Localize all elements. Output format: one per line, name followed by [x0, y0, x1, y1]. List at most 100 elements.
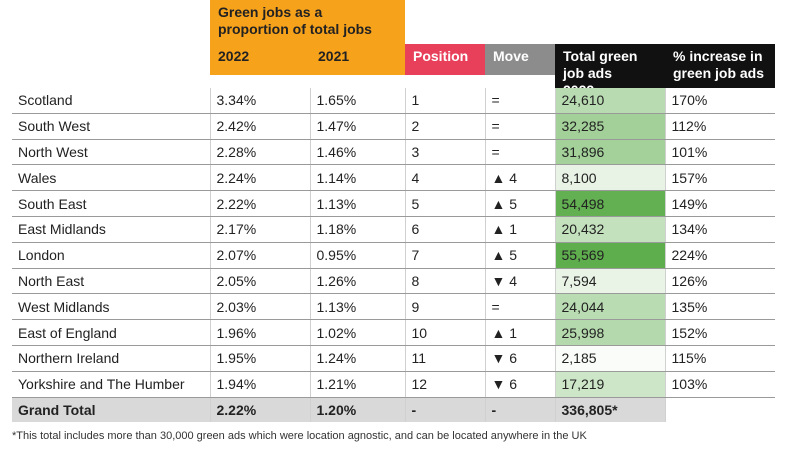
table-row: Wales 2.24% 1.14% 4 ▲ 4 8,100 157% [12, 164, 775, 192]
table-cell: = [484, 139, 555, 166]
table-cell: 1.65% [309, 88, 405, 114]
table-cell: 1.21% [309, 371, 405, 398]
table-cell: 152% [664, 319, 775, 346]
table-row: East Midlands 2.17% 1.18% 6 ▲ 1 20,432 134% [12, 216, 775, 243]
table-cell: 55,569 [554, 242, 665, 269]
table-cell: 1.13% [309, 293, 405, 321]
table-cell: 3 [404, 139, 485, 166]
table-cell: 20,432 [554, 216, 665, 243]
group-title: Green jobs as a proportion of total jobs [218, 4, 372, 37]
table-cell: 135% [664, 293, 775, 321]
table-cell: = [484, 113, 555, 140]
table-cell: 4 [404, 164, 485, 192]
table-cell: 1.94% [209, 371, 310, 398]
table-cell: ▼ 6 [484, 371, 555, 398]
table-cell: 6 [404, 216, 485, 243]
col-header: 2021 [318, 48, 350, 64]
table-cell: 2.42% [209, 113, 310, 140]
table-cell: 0.95% [309, 242, 405, 269]
table-cell: South West [12, 113, 210, 140]
table-cell: - [484, 397, 555, 423]
table-cell: ▼ 4 [484, 268, 555, 295]
table-cell: South East [12, 190, 210, 217]
table-cell: 1.13% [309, 190, 405, 217]
table-cell [664, 397, 775, 423]
table-cell: 24,044 [554, 293, 665, 321]
table-cell: West Midlands [12, 293, 210, 321]
table-cell: 2.22% [209, 190, 310, 217]
table-cell: 54,498 [554, 190, 665, 217]
table-cell: 2.07% [209, 242, 310, 269]
table-cell: 2.03% [209, 293, 310, 321]
table-cell: 24,610 [554, 88, 665, 114]
table-cell: Scotland [12, 88, 210, 114]
table-cell: 12 [404, 371, 485, 398]
table-cell: 17,219 [554, 371, 665, 398]
table-cell: ▲ 1 [484, 319, 555, 346]
table-cell: 126% [664, 268, 775, 295]
table-cell: 9 [404, 293, 485, 321]
table-cell: 115% [664, 345, 775, 372]
table-cell: 1 [404, 88, 485, 114]
col-header: Move [485, 44, 555, 75]
table-cell: 157% [664, 164, 775, 192]
table-cell: 170% [664, 88, 775, 114]
table-row: Grand Total 2.22% 1.20% - -336,805* [12, 397, 775, 423]
table-cell: ▲ 5 [484, 190, 555, 217]
table-cell: 149% [664, 190, 775, 217]
table-cell: 3.34% [209, 88, 310, 114]
table-cell: 103% [664, 371, 775, 398]
table-cell: 2,185 [554, 345, 665, 372]
table-row: South West 2.42% 1.47% 2 = 32,285 112% [12, 113, 775, 140]
footnote: *This total includes more than 30,000 gr… [12, 430, 587, 442]
table-row: Scotland 3.34% 1.65% 1 = 24,610 170% [12, 88, 775, 114]
table-cell: 2.28% [209, 139, 310, 166]
table-cell: Northern Ireland [12, 345, 210, 372]
table-row: West Midlands 2.03% 1.13% 9 = 24,044 135% [12, 293, 775, 321]
table: Scotland 3.34% 1.65% 1 = 24,610 170% South West… [12, 88, 775, 423]
table-cell: 134% [664, 216, 775, 243]
table-cell: 336,805* [554, 397, 665, 423]
table-cell: 8 [404, 268, 485, 295]
table-cell: 224% [664, 242, 775, 269]
table-cell: 2.22% [209, 397, 310, 423]
table-cell: 1.95% [209, 345, 310, 372]
table-cell: 7 [404, 242, 485, 269]
table-cell: ▲ 4 [484, 164, 555, 192]
table-row: Northern Ireland 1.95% 1.24% 11 ▼ 6 2,185 115% [12, 345, 775, 372]
table-cell: North East [12, 268, 210, 295]
table-cell: ▼ 6 [484, 345, 555, 372]
table-row: East of England 1.96% 1.02% 10 ▲ 1 25,998 152% [12, 319, 775, 346]
table-row: North West 2.28% 1.46% 3 = 31,896 101% [12, 139, 775, 166]
table-cell: 10 [404, 319, 485, 346]
table-cell: 2.24% [209, 164, 310, 192]
table-cell: 25,998 [554, 319, 665, 346]
table-cell: East Midlands [12, 216, 210, 243]
table-cell: 7,594 [554, 268, 665, 295]
table-row: London 2.07% 0.95% 7 ▲ 5 55,569 224% [12, 242, 775, 269]
table-cell: 2.17% [209, 216, 310, 243]
table-row: South East 2.22% 1.13% 5 ▲ 5 54,498 149% [12, 190, 775, 217]
table-cell: ▲ 1 [484, 216, 555, 243]
col-header: % increase in green job ads [665, 44, 775, 88]
col-header: Position [405, 44, 485, 75]
table-row: North East 2.05% 1.26% 8 ▼ 4 7,594 126% [12, 268, 775, 295]
table-cell: 11 [404, 345, 485, 372]
table-cell: - [404, 397, 485, 423]
table-cell: Yorkshire and The Humber [12, 371, 210, 398]
group-header: Green jobs as a proportion of total jobs… [210, 0, 405, 75]
table-cell: 1.26% [309, 268, 405, 295]
table-cell: 2 [404, 113, 485, 140]
table-cell: 2.05% [209, 268, 310, 295]
table-cell: Wales [12, 164, 210, 192]
table-cell: 1.14% [309, 164, 405, 192]
table-cell: North West [12, 139, 210, 166]
table-cell: Grand Total [12, 397, 210, 423]
table-cell: 1.96% [209, 319, 310, 346]
table-cell: 1.24% [309, 345, 405, 372]
table-cell: 1.46% [309, 139, 405, 166]
table-cell: 1.47% [309, 113, 405, 140]
table-cell: 1.20% [309, 397, 405, 423]
col-header: 2022 [218, 48, 250, 64]
